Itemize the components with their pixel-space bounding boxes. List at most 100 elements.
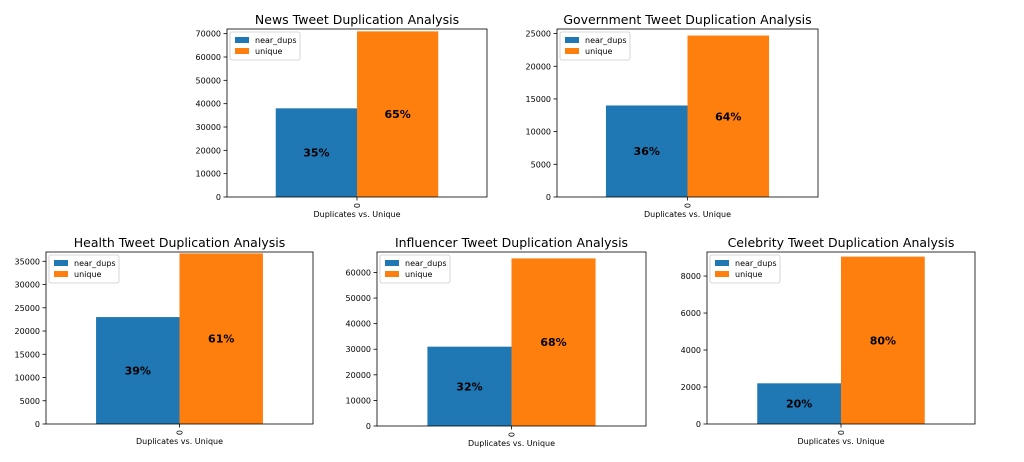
legend-label-near_dups: near_dups [405,259,447,268]
legend-label-unique: unique [735,270,763,279]
chart-5: Celebrity Tweet Duplication Analysis 20% 8… [681,235,976,446]
bar-pct-label: 39% [125,365,151,378]
y-tick-label: 35000 [15,257,40,266]
legend-label-unique: unique [255,47,283,56]
y-tick-label: 70000 [196,30,221,39]
bar-pct-label: 65% [384,108,410,121]
y-tick-label: 5000 [531,160,551,169]
bar-unique [841,256,925,424]
legend-label-near_dups: near_dups [585,36,627,45]
legend-swatch-near_dups [715,260,729,266]
chart-2: Government Tweet Duplication Analysis 36%… [526,12,819,219]
y-tick-label: 30000 [196,123,221,132]
y-tick-label: 40000 [346,320,371,329]
y-tick-label: 10000 [346,396,371,405]
y-tick-label: 0 [696,420,701,429]
x-tick-label: 0 [353,203,362,208]
y-tick-label: 0 [35,420,40,429]
legend-swatch-unique [54,271,68,277]
bar-near_dups [605,105,688,197]
legend-swatch-near_dups [565,37,579,43]
y-tick-label: 15000 [15,350,40,359]
bar-unique [179,253,263,424]
bar-pct-label: 32% [456,380,482,393]
bar-pct-label: 64% [715,110,741,123]
y-tick-label: 8000 [681,272,701,281]
legend-label-near_dups: near_dups [255,36,297,45]
bar-unique [357,31,439,198]
y-tick-label: 10000 [15,374,40,383]
y-tick-label: 20000 [526,62,551,71]
y-tick-label: 30000 [15,281,40,290]
x-axis-label: Duplicates vs. Unique [644,210,731,219]
y-tick-label: 50000 [196,76,221,85]
y-tick-label: 5000 [20,397,40,406]
y-tick-label: 0 [546,193,551,202]
x-axis-label: Duplicates vs. Unique [136,437,223,446]
y-tick-label: 20000 [346,371,371,380]
chart-title: Health Tweet Duplication Analysis [74,235,285,250]
bar-pct-label: 35% [303,147,329,160]
legend-swatch-unique [715,271,729,277]
bar-pct-label: 61% [208,333,234,346]
legend-swatch-near_dups [385,260,399,266]
y-tick-label: 60000 [346,268,371,277]
chart-1: News Tweet Duplication Analysis 35% 65% 0 10… [196,12,488,219]
y-tick-label: 20000 [15,327,40,336]
chart-title: Celebrity Tweet Duplication Analysis [728,235,955,250]
x-tick-label: 0 [837,430,846,435]
y-tick-label: 6000 [681,309,701,318]
legend-label-unique: unique [405,270,433,279]
legend-swatch-near_dups [54,260,68,266]
y-tick-label: 40000 [196,100,221,109]
bar-pct-label: 80% [870,334,896,347]
y-tick-label: 10000 [526,128,551,137]
chart-title: Influencer Tweet Duplication Analysis [395,235,628,250]
bar-near_dups [96,317,180,424]
x-axis-label: Duplicates vs. Unique [797,437,884,446]
y-tick-label: 15000 [526,95,551,104]
y-tick-label: 25000 [526,30,551,39]
legend-swatch-unique [235,48,249,54]
x-tick-label: 0 [684,203,693,208]
bar-pct-label: 68% [540,336,566,349]
bar-near_dups [427,346,512,426]
y-tick-label: 2000 [681,383,701,392]
y-tick-label: 0 [216,193,221,202]
y-tick-label: 25000 [15,304,40,313]
y-tick-label: 0 [366,422,371,431]
bar-unique [511,258,596,426]
y-tick-label: 20000 [196,146,221,155]
legend-swatch-unique [565,48,579,54]
chart-title: News Tweet Duplication Analysis [255,12,459,27]
bar-unique [687,35,770,198]
legend-swatch-unique [385,271,399,277]
chart-title: Government Tweet Duplication Analysis [563,12,811,27]
x-tick-label: 0 [508,432,517,437]
x-axis-label: Duplicates vs. Unique [468,439,555,448]
chart-3: Health Tweet Duplication Analysis 39% 61% 0… [15,235,314,446]
x-tick-label: 0 [176,430,185,435]
y-tick-label: 60000 [196,53,221,62]
legend-swatch-near_dups [235,37,249,43]
y-tick-label: 50000 [346,294,371,303]
legend-label-unique: unique [74,270,102,279]
y-tick-label: 10000 [196,170,221,179]
bar-pct-label: 20% [786,398,812,411]
bar-near_dups [275,108,357,197]
x-axis-label: Duplicates vs. Unique [313,210,400,219]
y-tick-label: 4000 [681,346,701,355]
chart-4: Influencer Tweet Duplication Analysis 32%… [346,235,647,448]
legend-label-unique: unique [585,47,613,56]
y-tick-label: 30000 [346,345,371,354]
bar-pct-label: 36% [634,145,660,158]
bar-near_dups [757,383,841,424]
legend-label-near_dups: near_dups [735,259,777,268]
legend-label-near_dups: near_dups [74,259,116,268]
